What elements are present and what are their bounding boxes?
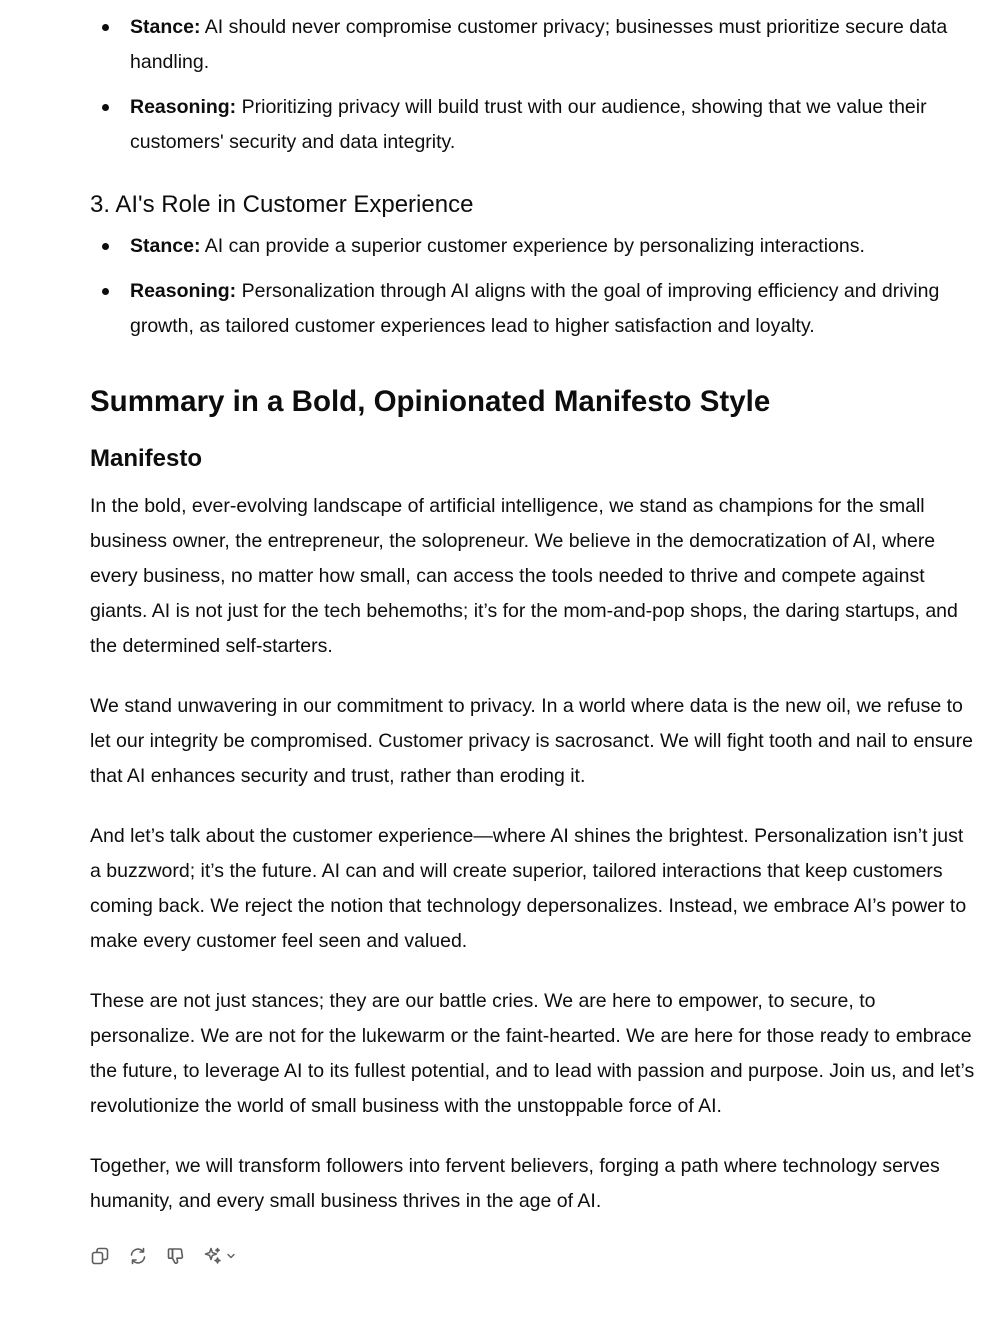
manifesto-heading: Manifesto — [90, 445, 203, 472]
list-item: Stance: AI should never compromise custo… — [90, 10, 975, 80]
regenerate-icon — [130, 1247, 146, 1265]
manifesto-paragraph: And let’s talk about the customer experi… — [90, 825, 967, 952]
manifesto-paragraph: These are not just stances; they are our… — [90, 990, 975, 1117]
thumbs-down-icon — [167, 1248, 184, 1264]
chevron-down-icon — [227, 1253, 235, 1259]
manifesto-paragraph: We stand unwavering in our commitment to… — [90, 695, 973, 787]
privacy-bullet-list: Stance: AI should never compromise custo… — [90, 10, 975, 160]
sparkle-icon — [204, 1247, 221, 1264]
section-heading: 3. AI's Role in Customer Experience — [90, 191, 474, 218]
bullet-label: Reasoning: — [130, 280, 237, 302]
bullet-text: Prioritizing privacy will build trust wi… — [130, 96, 927, 153]
bullet-label: Stance: — [130, 16, 201, 38]
thumbs-down-button[interactable] — [164, 1244, 188, 1268]
bullet-label: Reasoning: — [130, 96, 237, 118]
list-item: Reasoning: Personalization through AI al… — [90, 274, 975, 344]
list-item: Reasoning: Prioritizing privacy will bui… — [90, 90, 975, 160]
manifesto-paragraph: Together, we will transform followers in… — [90, 1155, 940, 1212]
manifesto-paragraph: In the bold, ever-evolving landscape of … — [90, 495, 958, 657]
bullet-label: Stance: — [130, 235, 201, 257]
list-item: Stance: AI can provide a superior custom… — [90, 229, 975, 264]
bullet-text: AI should never compromise customer priv… — [130, 16, 948, 73]
message-action-bar — [88, 1244, 237, 1268]
customer-experience-bullet-list: Stance: AI can provide a superior custom… — [90, 229, 975, 344]
regenerate-button[interactable] — [126, 1244, 150, 1268]
copy-icon — [91, 1247, 109, 1265]
bullet-text: Personalization through AI aligns with t… — [130, 280, 940, 337]
model-switch-button[interactable] — [202, 1245, 237, 1267]
copy-button[interactable] — [88, 1244, 112, 1268]
summary-heading: Summary in a Bold, Opinionated Manifesto… — [90, 385, 771, 418]
bullet-text: AI can provide a superior customer exper… — [200, 235, 865, 257]
message-content: Stance: AI should never compromise custo… — [90, 0, 975, 1219]
